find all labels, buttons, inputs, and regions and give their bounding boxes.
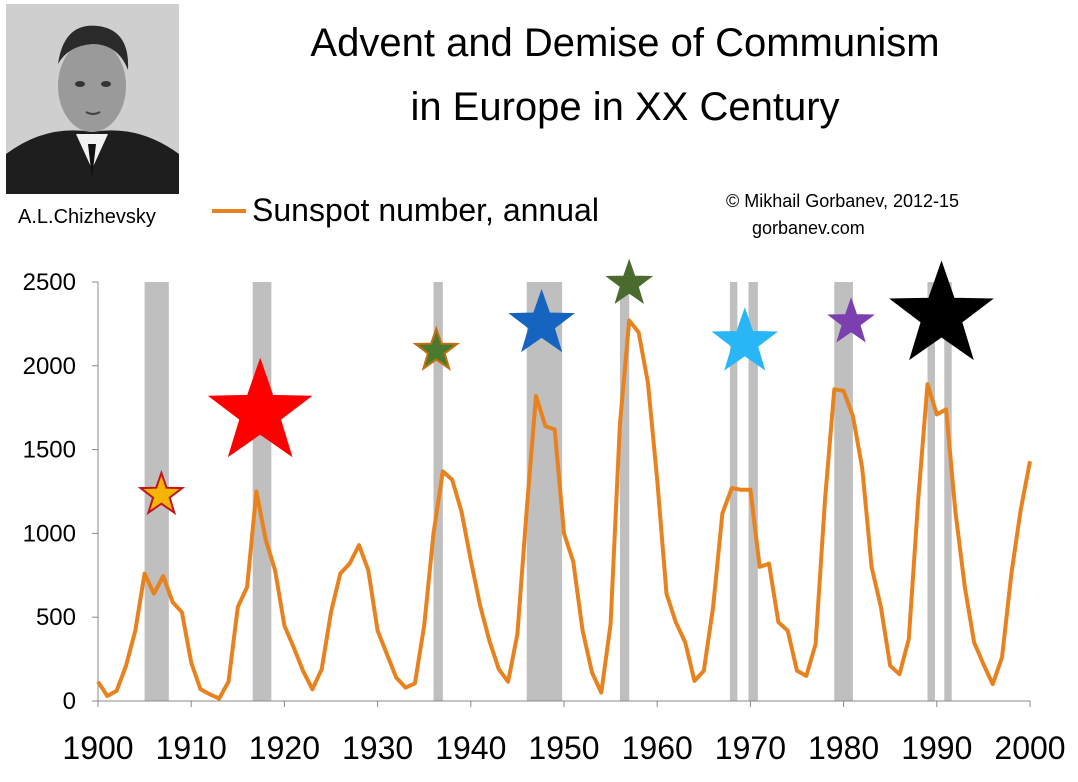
y-tick-label-1500: 1500 [23,437,76,464]
portrait-caption: A.L.Chizhevsky [18,206,156,228]
shaded-period-4 [619,282,630,701]
y-tick-label-0: 0 [63,688,76,715]
star-marker-1 [207,357,313,458]
shaded-period-7 [834,282,853,701]
x-tick-label-1900: 1900 [62,730,133,766]
x-tick-label-1950: 1950 [528,730,599,766]
x-tick-label-1970: 1970 [715,730,786,766]
chart-legend: Sunspot number, annual [212,192,599,229]
star-marker-3 [508,288,575,353]
x-tick-label-1960: 1960 [622,730,693,766]
x-tick-label-2000: 2000 [994,730,1065,766]
y-tick-label-500: 500 [36,604,76,631]
x-tick-label-1910: 1910 [156,730,227,766]
website-note: gorbanev.com [752,218,865,238]
shaded-period-3 [526,282,563,701]
shaded-period-9 [944,282,952,701]
star-marker-4 [605,258,654,304]
y-tick-label-1000: 1000 [23,520,76,547]
x-tick-label-1940: 1940 [435,730,506,766]
shaded-period-5 [729,282,738,701]
shaded-period-8 [927,282,935,701]
x-tick-label-1980: 1980 [808,730,879,766]
x-tick-label-1920: 1920 [249,730,320,766]
y-tick-label-2500: 2500 [23,269,76,296]
legend-swatch [212,208,246,213]
star-marker-5 [711,307,779,371]
portrait-photo [6,4,179,194]
star-marker-2 [412,325,461,371]
star-marker-0 [137,469,186,516]
x-tick-label-1930: 1930 [342,730,413,766]
x-tick-label-1990: 1990 [901,730,972,766]
star-marker-7 [889,260,994,361]
shaded-period-6 [748,282,758,701]
sunspot-series-line [96,318,1032,701]
legend-label: Sunspot number, annual [252,192,599,228]
y-tick-label-2000: 2000 [23,353,76,380]
chart-title-line-2: in Europe in XX Century [410,85,840,129]
copyright-note: © Mikhail Gorbanev, 2012-15 [726,191,960,211]
star-marker-6 [827,297,875,343]
chart-title-line-1: Advent and Demise of Communism [310,21,940,65]
